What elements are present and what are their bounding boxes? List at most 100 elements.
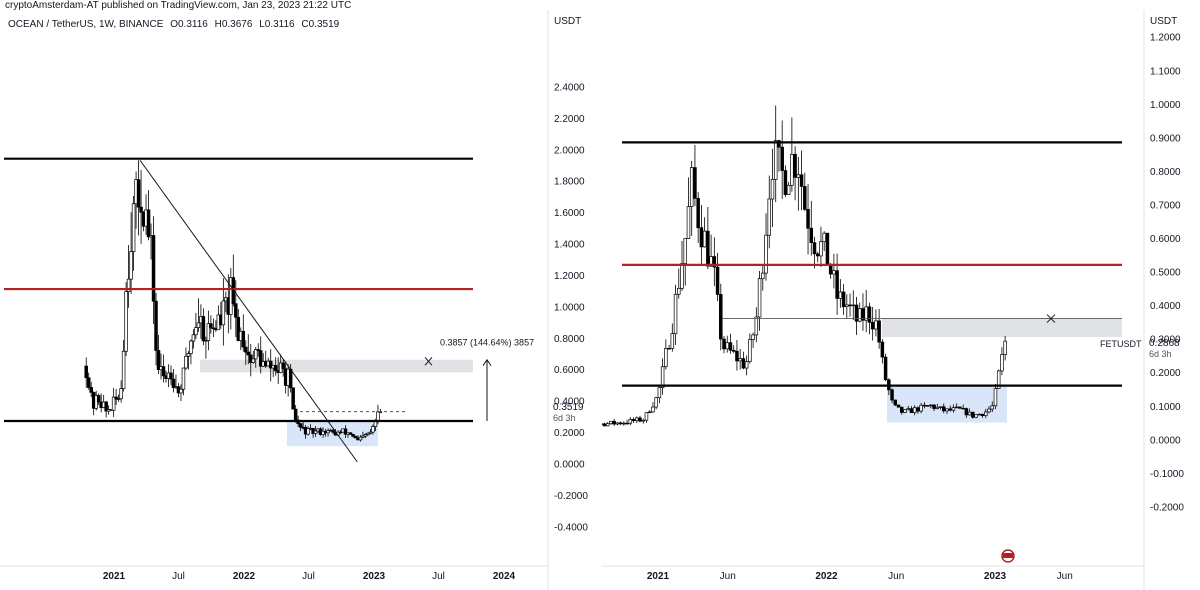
candle-body: [331, 429, 335, 433]
candle-body: [977, 413, 982, 416]
candle-body: [883, 356, 888, 381]
y-tick-label: 1.0000: [554, 302, 585, 313]
candle-body: [841, 291, 846, 308]
candle-body: [204, 340, 208, 342]
candle-body: [906, 408, 910, 411]
y-tick-label: 2.2000: [554, 114, 585, 125]
y-tick-label: 0.3000: [1150, 335, 1181, 346]
candle-body: [845, 304, 849, 308]
candle-body: [954, 406, 959, 409]
y-tick-label: 0.6000: [554, 365, 585, 376]
candle-body: [189, 340, 193, 354]
candle-body: [654, 397, 658, 408]
y-tick-label: 1.2000: [554, 271, 585, 282]
ocean-chart[interactable]: USDT 2.4000 2.2000 2.0000 1.8000 1.6000 1.4000…: [0, 0, 596, 590]
candle-body: [848, 304, 852, 307]
candle-body: [725, 342, 729, 350]
axis-unit-label: USDT: [1150, 16, 1177, 27]
candle-body: [602, 423, 607, 427]
candle-body: [683, 238, 687, 264]
candle-body: [657, 387, 662, 399]
candle-body: [116, 398, 121, 400]
x-mark-icon: [1046, 314, 1056, 323]
y-tick-label: 2.0000: [554, 145, 585, 156]
candle-body: [770, 179, 775, 200]
candle-body: [221, 300, 226, 326]
last-price-label: 0.3519: [553, 402, 584, 413]
last-symbol-label: FETUSDT: [1100, 339, 1142, 349]
candle-body: [371, 426, 375, 433]
candle-body: [932, 404, 936, 409]
candle-body: [306, 428, 310, 435]
fet-chart[interactable]: USDT 1.2000 1.1000 1.0000 0.9000 0.8000 0.7000…: [602, 0, 1200, 590]
ohlc-open: O0.3116: [170, 19, 208, 30]
candle-body: [822, 232, 826, 243]
measure-arrow-head: [482, 358, 492, 367]
candle-body: [641, 419, 645, 422]
candle-body: [96, 395, 101, 403]
symbol-pair: OCEAN / TetherUS, 1W, BINANCE: [8, 19, 164, 30]
candle-body: [777, 140, 781, 148]
candle-body: [757, 278, 762, 318]
candle-body: [916, 407, 920, 412]
candle-body: [368, 431, 373, 434]
candle-body: [825, 232, 830, 266]
candle-body: [660, 366, 665, 388]
candle-body: [136, 179, 141, 208]
candle-body: [241, 330, 246, 348]
candle-body: [376, 411, 380, 422]
candle-body: [961, 407, 965, 410]
candle-body: [351, 433, 355, 437]
candle-body: [181, 367, 186, 390]
candle-body: [618, 422, 623, 425]
candle-body: [890, 389, 894, 401]
candle-body: [919, 404, 923, 412]
candle-body: [828, 264, 833, 275]
candle-body: [670, 333, 675, 349]
countdown-label: 6d 3h: [553, 413, 576, 423]
candle-body: [139, 206, 143, 213]
candle-body: [832, 270, 836, 275]
candle-body: [258, 350, 263, 367]
candle-body: [948, 408, 952, 411]
candle-body: [854, 304, 859, 322]
candle-body: [819, 241, 823, 257]
candle-body: [689, 167, 694, 208]
y-tick-label: 0.8000: [1150, 167, 1181, 178]
candle-body: [129, 251, 133, 280]
measure-label: 0.3857 (144.64%) 3857: [440, 338, 534, 348]
x-tick-label: 2024: [493, 571, 516, 582]
candle-body: [298, 423, 303, 428]
candle-body: [912, 407, 917, 413]
candle-body: [867, 306, 872, 323]
candle-body: [719, 294, 723, 340]
candle-body: [761, 272, 765, 280]
candle-body: [706, 230, 710, 267]
x-tick-label: 2023: [984, 571, 1007, 582]
candle-body: [131, 203, 136, 252]
candle-body: [722, 338, 726, 350]
y-tick-label: 0.1000: [1150, 402, 1181, 413]
candle-body: [288, 368, 293, 389]
candle-body: [268, 360, 273, 369]
accumulation-zone: [887, 385, 1007, 423]
candle-body: [974, 414, 978, 418]
candle-body: [996, 370, 1001, 389]
y-tick-label: 0.4000: [1150, 301, 1181, 312]
candle-body: [171, 378, 176, 388]
candle-body: [605, 423, 610, 427]
candle-body: [696, 198, 700, 229]
candle-body: [647, 411, 652, 414]
countdown-label: 6d 3h: [1149, 349, 1172, 359]
candle-body: [673, 293, 678, 334]
x-tick-label: 2022: [815, 571, 838, 582]
candle-body: [815, 253, 820, 257]
candle-body: [194, 327, 198, 336]
candle-body: [990, 405, 994, 410]
event-flag-stripe: [1003, 553, 1013, 558]
candle-body: [764, 234, 768, 274]
candle-body: [615, 422, 620, 425]
candle-body: [358, 436, 363, 441]
candle-body: [715, 266, 720, 295]
candle-body: [790, 153, 794, 186]
